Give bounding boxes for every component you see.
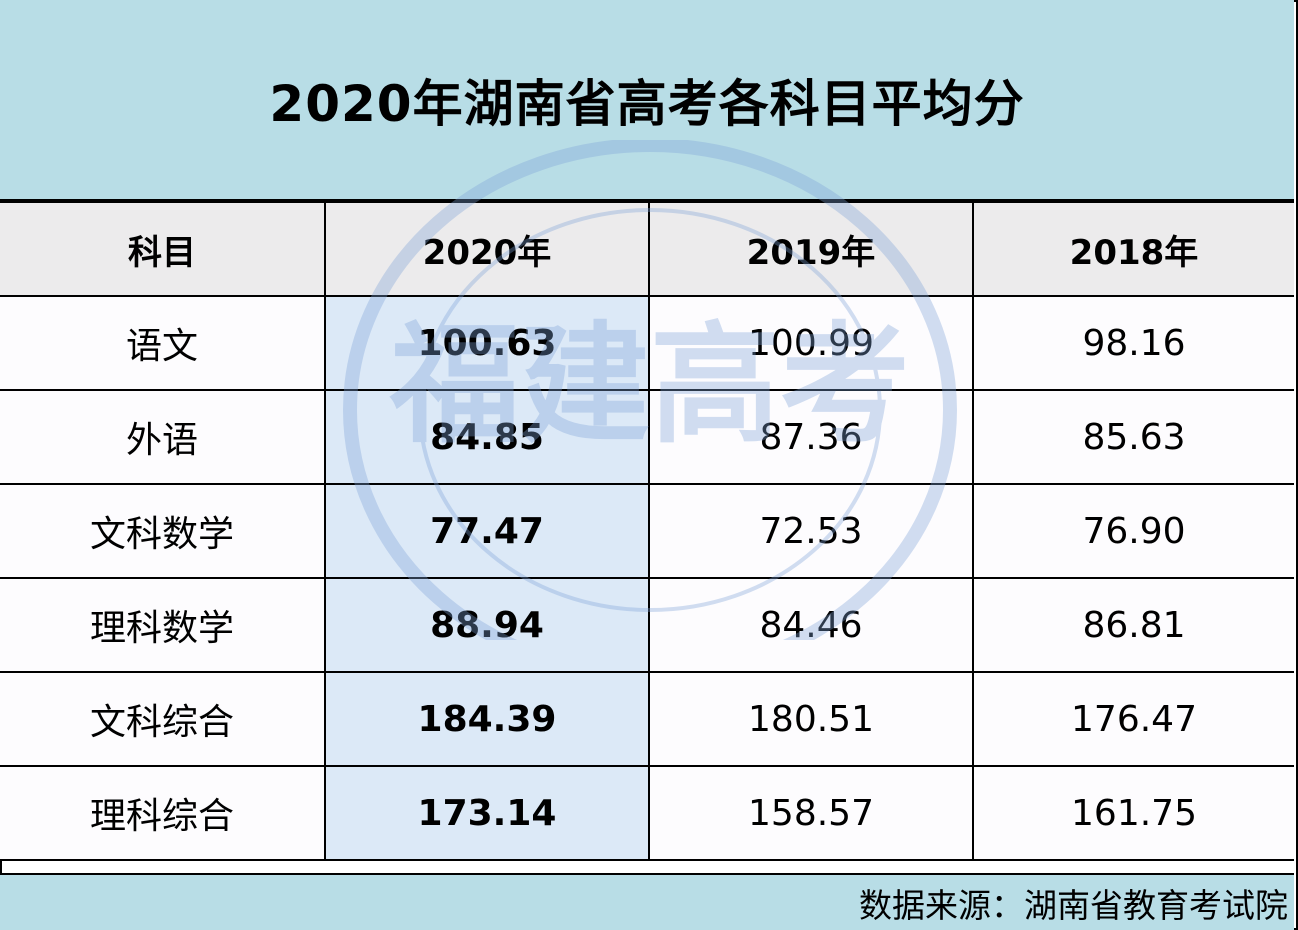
score-2020: 184.39 xyxy=(324,671,650,767)
header-row: 科目 2020年 2019年 2018年 xyxy=(0,201,1294,297)
score-2020: 173.14 xyxy=(324,765,650,861)
table-row: 理科综合 173.14 158.57 161.75 xyxy=(0,765,1294,861)
data-source: 数据来源：湖南省教育考试院 xyxy=(859,885,1288,925)
score-2018: 85.63 xyxy=(972,389,1294,485)
score-2020: 88.94 xyxy=(324,577,650,673)
score-2018: 98.16 xyxy=(972,295,1294,391)
header-2019: 2019年 xyxy=(648,201,974,297)
table-row: 外语 84.85 87.36 85.63 xyxy=(0,389,1294,485)
score-2018: 86.81 xyxy=(972,577,1294,673)
title-band: 2020年湖南省高考各科目平均分 xyxy=(0,0,1294,201)
score-2019: 87.36 xyxy=(648,389,974,485)
subject-cell: 外语 xyxy=(0,389,326,485)
subject-cell: 理科数学 xyxy=(0,577,326,673)
table-row: 文科综合 184.39 180.51 176.47 xyxy=(0,671,1294,767)
score-2020: 84.85 xyxy=(324,389,650,485)
table-row: 理科数学 88.94 84.46 86.81 xyxy=(0,577,1294,673)
score-2019: 100.99 xyxy=(648,295,974,391)
score-2019: 72.53 xyxy=(648,483,974,579)
score-2018: 161.75 xyxy=(972,765,1294,861)
score-2019: 84.46 xyxy=(648,577,974,673)
score-2020: 77.47 xyxy=(324,483,650,579)
subject-cell: 文科综合 xyxy=(0,671,326,767)
subject-cell: 文科数学 xyxy=(0,483,326,579)
subject-cell: 理科综合 xyxy=(0,765,326,861)
score-2019: 158.57 xyxy=(648,765,974,861)
footer-band: 数据来源：湖南省教育考试院 xyxy=(0,873,1294,930)
score-2018: 76.90 xyxy=(972,483,1294,579)
header-2020: 2020年 xyxy=(324,201,650,297)
scores-table: 科目 2020年 2019年 2018年 语文 100.63 100.99 98… xyxy=(0,201,1294,861)
score-2019: 180.51 xyxy=(648,671,974,767)
header-subject: 科目 xyxy=(0,201,326,297)
subject-cell: 语文 xyxy=(0,295,326,391)
score-2020: 100.63 xyxy=(324,295,650,391)
header-2018: 2018年 xyxy=(972,201,1294,297)
table-row: 文科数学 77.47 72.53 76.90 xyxy=(0,483,1294,579)
score-2018: 176.47 xyxy=(972,671,1294,767)
page-title: 2020年湖南省高考各科目平均分 xyxy=(269,74,1025,133)
table-row: 语文 100.63 100.99 98.16 xyxy=(0,295,1294,391)
